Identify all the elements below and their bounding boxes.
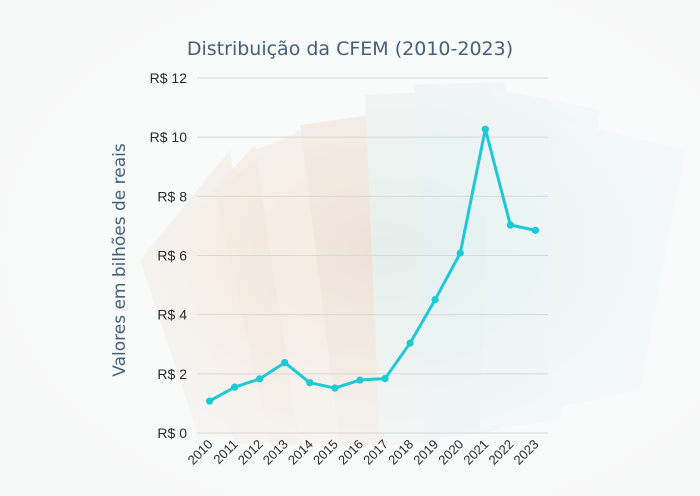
data-point xyxy=(481,125,489,133)
x-tick-label: 2013 xyxy=(260,437,291,468)
x-tick-label: 2015 xyxy=(310,437,341,468)
data-point xyxy=(331,384,339,392)
data-point xyxy=(356,376,364,384)
data-point xyxy=(306,379,314,387)
y-tick-label: R$ 4 xyxy=(157,307,187,323)
data-point xyxy=(256,375,264,383)
data-point xyxy=(205,397,214,405)
y-tick-label: R$ 2 xyxy=(157,366,187,382)
data-point xyxy=(506,221,514,229)
data-point xyxy=(381,374,389,383)
x-tick-label: 2021 xyxy=(460,437,491,468)
data-point xyxy=(531,226,540,234)
x-tick-label: 2020 xyxy=(435,437,466,468)
x-tick-label: 2022 xyxy=(485,437,516,468)
chart-title: Distribuição da CFEM (2010-2023) xyxy=(186,38,514,60)
x-tick-label: 2017 xyxy=(360,437,391,468)
x-tick-label: 2023 xyxy=(511,437,542,468)
y-tick-label: R$ 6 xyxy=(157,248,187,264)
y-tick-label: R$ 12 xyxy=(150,70,188,86)
series-line xyxy=(208,127,537,403)
data-point xyxy=(281,358,289,367)
data-point xyxy=(456,249,464,257)
y-tick-label: R$ 0 xyxy=(157,425,187,441)
data-point xyxy=(231,383,239,391)
y-tick-label: R$ 10 xyxy=(150,129,188,145)
x-tick-label: 2019 xyxy=(410,437,441,468)
data-point xyxy=(431,295,439,304)
x-tick-label: 2012 xyxy=(235,437,266,468)
y-tick-label: R$ 8 xyxy=(157,188,187,204)
data-point xyxy=(406,339,414,347)
x-tick-label: 2011 xyxy=(210,437,240,467)
x-tick-label: 2010 xyxy=(185,437,216,468)
x-tick-label: 2018 xyxy=(385,437,416,468)
x-tick-label: 2016 xyxy=(335,437,366,468)
x-tick-label: 2014 xyxy=(285,437,316,468)
